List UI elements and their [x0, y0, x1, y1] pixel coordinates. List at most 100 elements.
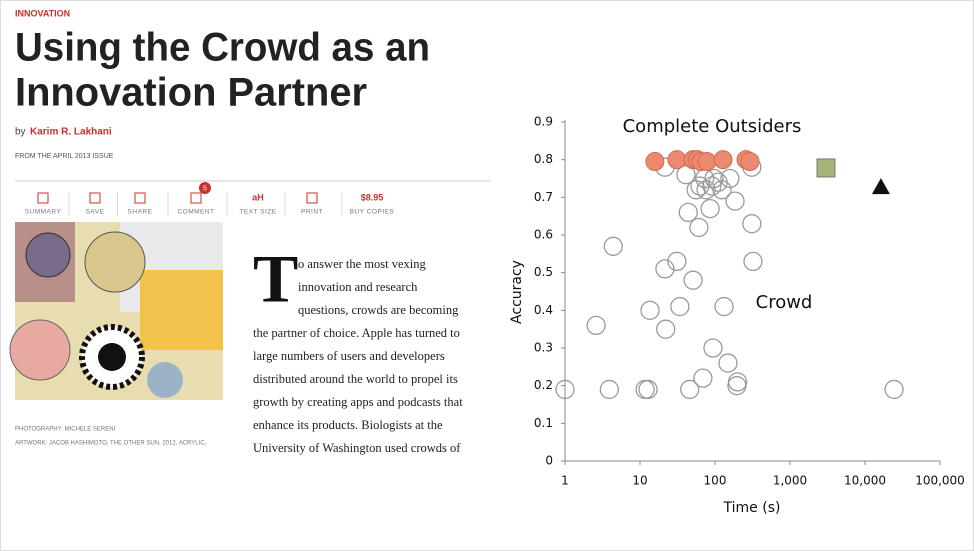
y-tick-label: 0.9	[534, 115, 553, 129]
point	[696, 180, 716, 200]
toolbar-icon	[190, 192, 202, 204]
x-tick-label: 100	[704, 474, 727, 488]
point	[704, 168, 724, 189]
byline: by	[15, 127, 26, 138]
author[interactable]: Karim R. Lakhani	[30, 127, 112, 138]
point	[670, 296, 690, 317]
toolbar-icon	[37, 192, 49, 204]
y-tick-label: 0.8	[534, 152, 553, 166]
point	[638, 379, 658, 400]
point	[689, 217, 709, 238]
body-line: o answer the most vexing	[298, 257, 427, 271]
body-line: University of Washington used crowds of	[253, 441, 461, 455]
point	[703, 338, 723, 358]
section: INNOVATION	[15, 8, 70, 18]
image-disc	[84, 231, 146, 293]
caption: PHOTOGRAPHY: MICHELE SERENI	[15, 427, 116, 433]
annotation: Crowd	[756, 292, 813, 313]
point	[871, 178, 890, 195]
point	[725, 191, 745, 211]
image-disc	[25, 232, 71, 278]
point	[743, 251, 763, 272]
article: INNOVATION Using the Crowd as an Innovat…	[9, 8, 490, 455]
body-line: enhance its products. Biologists at the	[253, 418, 443, 432]
point	[680, 379, 700, 400]
body-line: questions, crowds are becoming	[298, 303, 459, 317]
title: Using the Crowd as an	[15, 26, 430, 70]
point	[667, 150, 687, 170]
body-line: the partner of choice. Apple has turned …	[253, 326, 460, 340]
y-tick-label: 0.5	[534, 265, 553, 279]
price: $8.95	[361, 192, 384, 202]
point	[603, 236, 623, 256]
toolbar-label[interactable]: COMMENT	[177, 209, 214, 216]
point	[718, 353, 738, 373]
body: o answer the most vexing innovation and r…	[253, 257, 463, 455]
point	[816, 158, 836, 178]
y-tick-label: 0.6	[534, 228, 553, 242]
body-line: growth by creating apps and podcasts tha…	[253, 395, 463, 409]
point	[683, 270, 703, 290]
point	[727, 372, 748, 392]
y-tick-label: 0.3	[534, 341, 553, 355]
text-size-icon: aH	[252, 192, 264, 202]
point	[645, 152, 665, 172]
point	[713, 150, 733, 170]
x-tick-label: 1	[561, 474, 569, 488]
artwork	[9, 222, 223, 400]
x-tick-label: 100,000	[915, 474, 965, 488]
x-tick-label: 10	[632, 474, 647, 488]
point	[555, 379, 575, 400]
point	[697, 152, 717, 172]
y-tick-label: 0.4	[534, 303, 553, 317]
toolbar-label[interactable]: SAVE	[86, 209, 105, 216]
point	[720, 168, 740, 189]
caption: ARTWORK: JACOB HASHIMOTO, THE OTHER SUN,…	[15, 441, 207, 447]
toolbar-icon	[306, 192, 318, 204]
toolbar-label[interactable]: PRINT	[301, 209, 323, 216]
y-tick-label: 0	[545, 454, 553, 468]
toolbar-label[interactable]: SUMMARY	[25, 209, 62, 216]
y-tick-label: 0.7	[534, 190, 553, 204]
point	[656, 319, 676, 339]
x-tick-label: 1,000	[773, 474, 807, 488]
annotation: Complete Outsiders	[623, 116, 802, 137]
toolbar-icon	[89, 192, 101, 204]
y-tick-label: 0.1	[534, 416, 553, 430]
body-line: distributed around the world to propel i…	[253, 372, 458, 386]
drop-cap: T	[253, 241, 298, 317]
point	[714, 296, 734, 317]
point	[742, 214, 762, 234]
image-disc	[147, 362, 183, 398]
toolbar-icon	[134, 192, 146, 204]
point	[686, 180, 706, 200]
point	[640, 300, 660, 320]
point	[702, 176, 722, 196]
point	[693, 368, 713, 388]
issue: FROM THE APRIL 2013 ISSUE	[15, 153, 114, 160]
x-axis-label: Time (s)	[723, 500, 781, 516]
y-axis-label: Accuracy	[509, 260, 525, 324]
image-disc	[9, 319, 71, 381]
point	[712, 180, 732, 200]
point	[884, 379, 904, 400]
point	[667, 251, 687, 272]
point	[655, 259, 675, 279]
toolbar-label[interactable]: SHARE	[128, 209, 153, 216]
badge-count: 5	[203, 185, 207, 192]
body-line: large numbers of users and developers	[253, 349, 445, 363]
toolbar: SUMMARY SAVE SHARE COMMENT TEXT SIZE aH PRINT B…	[25, 182, 395, 216]
title: Innovation Partner	[15, 71, 367, 115]
body-line: innovation and research	[298, 280, 418, 294]
y-tick-label: 0.2	[534, 378, 553, 392]
point	[599, 379, 619, 400]
toolbar-label[interactable]: BUY COPIES	[350, 209, 395, 216]
point	[700, 198, 720, 219]
point	[678, 202, 698, 223]
toolbar-label[interactable]: TEXT SIZE	[239, 209, 276, 216]
badge	[199, 182, 211, 194]
point	[586, 315, 606, 336]
chart: Complete Outsiders Crowd Time (s) Accura…	[509, 115, 965, 517]
image-part	[140, 270, 223, 350]
